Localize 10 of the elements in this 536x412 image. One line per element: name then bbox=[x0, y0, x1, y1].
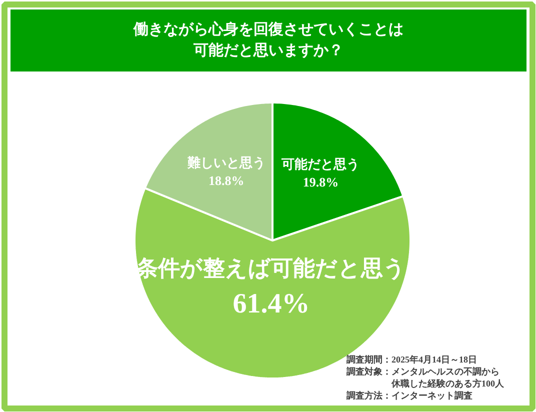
slice-label: 難しいと思う bbox=[186, 155, 266, 170]
slice-label: 可能だと思う bbox=[280, 156, 360, 172]
slice-label: 条件が整えば可能だと思う bbox=[135, 255, 406, 280]
data-label: 19.8% bbox=[302, 174, 339, 190]
text: 調査期間：2025年4月14日～18日 bbox=[346, 354, 477, 364]
text: 調査対象：メンタルヘルスの不調から休職した経験のある方100人 bbox=[346, 366, 505, 388]
chart-title: 働きながら心身を回復させていくことは可能だと思いますか？ bbox=[132, 20, 404, 59]
data-label: 18.8% bbox=[208, 173, 244, 188]
data-label: 61.4% bbox=[232, 288, 310, 320]
text: 調査方法：インターネット調査 bbox=[346, 390, 472, 400]
